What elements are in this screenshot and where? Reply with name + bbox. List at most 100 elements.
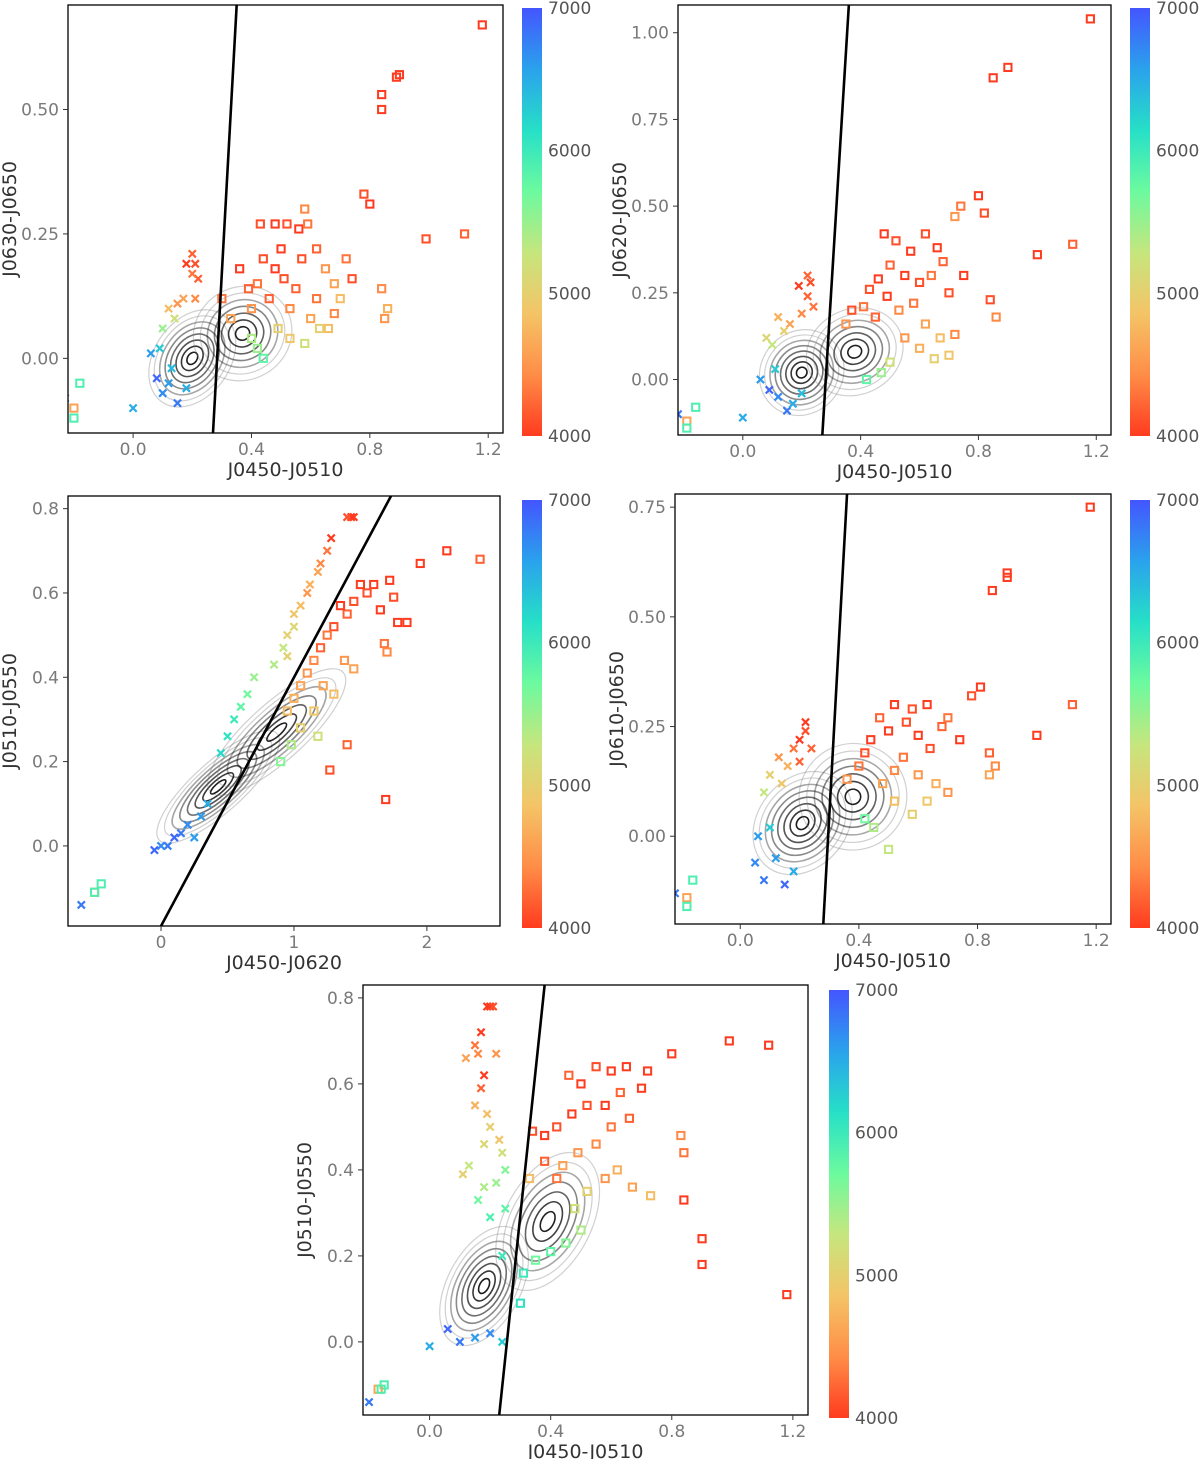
data-point-square [883,844,894,855]
data-point-square [276,244,286,254]
y-tick-label: 0.25 [21,225,59,245]
data-point-square [255,219,265,229]
data-point-x [803,291,812,301]
data-point-x [773,312,783,322]
data-point-square [907,704,917,714]
x-axis-title: J0450-J0510 [836,461,953,483]
data-point-x [500,1165,510,1175]
data-point-x [485,1002,495,1011]
x-axis-title: J0450-J0510 [834,950,951,972]
data-point-square [377,89,387,100]
data-point-square [349,596,359,606]
data-point-x [173,398,182,408]
data-point-square [515,1298,526,1308]
data-point-square [311,244,322,254]
data-point-square [329,689,339,699]
data-point-square [421,234,431,244]
y-axis-title: J0510-J0550 [0,653,21,770]
data-point-x [500,1204,510,1213]
density-contour [813,757,893,836]
panel-4: 0.0 0.4 0.8 1.2 0.00 0.25 0.50 0.75 J0450-J0510 J… [606,491,1199,972]
plot-frame [677,4,1112,436]
colorbar [1130,500,1150,928]
data-point-square [847,305,857,315]
data-point-square [369,579,379,590]
density-contour [148,309,237,408]
plot-area [364,985,792,1415]
data-point-square [314,323,325,334]
density-contour [163,736,273,837]
separation-line [821,5,851,435]
data-point-x [788,399,798,409]
data-point-square [540,1130,550,1141]
data-point-x [164,378,173,388]
data-point-square [289,693,299,703]
data-point-square [600,1100,610,1111]
density-contour [795,366,808,379]
x-tick-label: 0.8 [965,442,992,462]
data-point-x [76,900,86,910]
data-point-square [697,1259,707,1270]
data-point-x [179,294,188,304]
colorbar-tick-label: 4000 [1156,919,1199,939]
plot-area [68,5,487,433]
density-contour [798,742,908,851]
data-point-square [294,224,304,234]
y-axis-title: J0610-J0650 [606,651,628,768]
data-point-x [774,752,784,762]
data-point-square [355,579,366,590]
data-point-square [959,270,969,281]
data-point-square [561,1238,571,1248]
x-tick-label: 1.2 [779,1422,806,1442]
data-point-square [988,73,998,83]
data-point-x [797,309,807,319]
y-tick-label: 0.00 [631,371,669,391]
colorbar-tick-label: 6000 [548,142,591,162]
data-point-square [861,374,872,385]
data-point-square [929,354,939,364]
data-point-square [309,655,319,666]
density-contour [844,788,862,806]
data-point-square [329,622,339,632]
y-tick-label: 0.0 [327,1333,354,1353]
data-point-x [146,348,156,358]
data-point-square [359,189,369,199]
colorbar-tick-label: 5000 [1156,284,1199,304]
y-tick-label: 0.2 [32,753,59,773]
y-tick-label: 0.6 [327,1075,354,1095]
data-point-square [1067,700,1078,710]
data-point-x [364,1397,374,1407]
data-point-square [889,796,900,806]
data-point-square [270,219,280,229]
data-point-square [636,1083,647,1093]
data-point-x [485,1122,495,1132]
data-point-square [898,752,908,762]
data-point-x [479,1070,489,1080]
data-point-square [335,294,345,304]
data-point-square [914,343,925,353]
data-point-x [269,660,279,670]
x-tick-label: 1.2 [1083,442,1110,462]
colorbar-tick-label: 7000 [1156,0,1199,19]
data-point-x [488,1002,498,1011]
colorbar-tick-label: 5000 [548,776,591,796]
data-point-square [591,1139,601,1149]
data-point-square [682,423,692,433]
data-point-x [678,409,683,419]
data-point-x [803,271,812,280]
data-point-square [300,204,310,214]
data-point-square [365,199,375,209]
panel-3: 0 1 2 0.0 0.2 0.4 0.6 0.8 J0450-J0620 J0510-J0550… [0,491,591,974]
x-tick-label: 1.2 [1083,931,1110,951]
density-contour [164,327,221,390]
data-point-square [243,284,254,294]
data-point-square [901,717,911,727]
density-contour [216,677,337,787]
data-point-x [750,858,760,867]
data-point-x [795,757,804,767]
data-point-square [381,794,391,805]
data-point-square [375,605,385,615]
plot-area [675,494,1095,924]
panel-1: 0.0 0.4 0.8 1.2 0.00 0.25 0.50 J0450-J0510 J0630… [0,0,591,481]
data-point-square [913,730,923,740]
